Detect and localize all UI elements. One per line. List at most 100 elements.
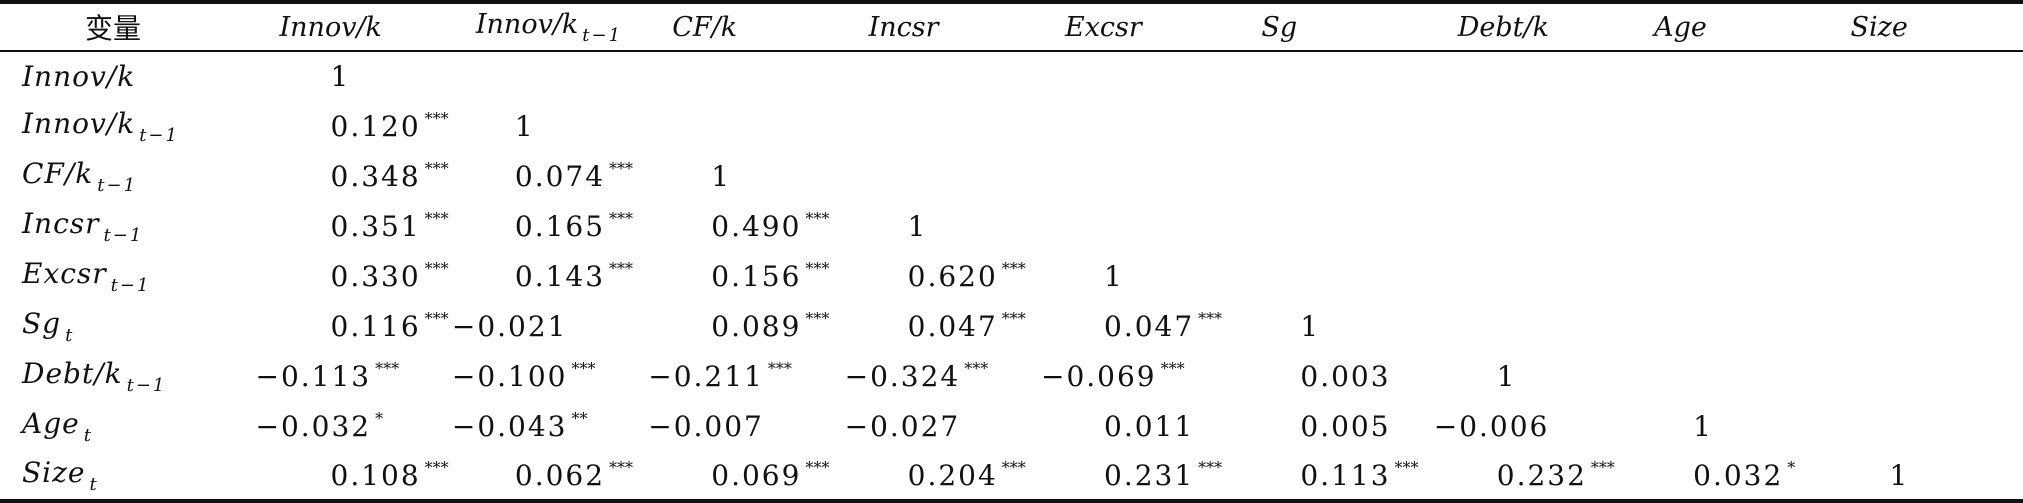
- table-cell: 1: [1041, 251, 1237, 301]
- row-label-subscript: t: [65, 325, 74, 346]
- cell-value: −0.032: [256, 410, 372, 443]
- table-cell: 0.089***: [648, 301, 844, 351]
- table-cell: 0.330***: [256, 251, 452, 301]
- significance-stars: ***: [425, 259, 449, 278]
- cell-value: 0.120: [331, 110, 421, 143]
- row-label-text: Innov/k: [22, 107, 135, 140]
- empty-cell: [1827, 301, 2023, 351]
- cell-value: 0.032: [1693, 459, 1783, 492]
- empty-cell: [1630, 251, 1826, 301]
- significance-stars: ***: [1198, 458, 1222, 477]
- cell-value: 1: [908, 210, 928, 243]
- table-cell: 1: [1237, 301, 1433, 351]
- significance-stars: ***: [1002, 458, 1026, 477]
- empty-cell: [1434, 51, 1630, 101]
- header-col-5: Excsr: [1041, 2, 1237, 51]
- cell-value: 0.116: [331, 310, 421, 343]
- empty-cell: [1827, 251, 2023, 301]
- cell-value: 0.165: [515, 210, 605, 243]
- significance-stars: ***: [609, 259, 633, 278]
- header-col-4: Incsr: [845, 2, 1041, 51]
- row-label-subscript: t−1: [127, 375, 167, 396]
- empty-cell: [1237, 201, 1433, 251]
- row-label-subscript: t−1: [97, 175, 137, 196]
- empty-cell: [1237, 51, 1433, 101]
- header-subscript: t−1: [582, 25, 622, 46]
- table-cell: 0.108***: [256, 451, 452, 501]
- significance-stars: ***: [805, 209, 829, 228]
- table-cell: 0.113***: [1237, 451, 1433, 501]
- significance-stars: ***: [1002, 259, 1026, 278]
- cell-value: 0.047: [908, 310, 998, 343]
- table-cell: 0.620***: [845, 251, 1041, 301]
- table-cell: 0.062***: [452, 451, 648, 501]
- significance-stars: *: [375, 409, 383, 428]
- cell-value: −0.021: [452, 310, 568, 343]
- table-cell: 0.116***: [256, 301, 452, 351]
- table-cell: −0.007: [648, 401, 844, 451]
- table-cell: 0.156***: [648, 251, 844, 301]
- empty-cell: [1630, 101, 1826, 151]
- table-cell: −0.043**: [452, 401, 648, 451]
- header-label: Incsr: [869, 12, 939, 43]
- table-cell: −0.027: [845, 401, 1041, 451]
- significance-stars: ***: [425, 159, 449, 178]
- header-col-1: Innov/k: [256, 2, 452, 51]
- significance-stars: **: [572, 409, 588, 428]
- empty-cell: [845, 51, 1041, 101]
- cell-value: 0.330: [331, 260, 421, 293]
- significance-stars: ***: [572, 359, 596, 378]
- cell-value: 0.348: [331, 160, 421, 193]
- significance-stars: ***: [425, 109, 449, 128]
- table-cell: 1: [452, 101, 648, 151]
- empty-cell: [845, 151, 1041, 201]
- cell-value: 0.011: [1104, 410, 1194, 443]
- row-label-subscript: t: [84, 425, 93, 446]
- empty-cell: [1827, 51, 2023, 101]
- significance-stars: ***: [425, 209, 449, 228]
- significance-stars: ***: [425, 309, 449, 328]
- significance-stars: *: [1787, 458, 1795, 477]
- significance-stars: ***: [805, 259, 829, 278]
- table-cell: −0.211***: [648, 351, 844, 401]
- row-label-text: CF/k: [22, 157, 93, 190]
- cell-value: 0.156: [711, 260, 801, 293]
- empty-cell: [1434, 151, 1630, 201]
- row-label-text: Size: [22, 456, 85, 489]
- cell-value: 0.069: [711, 459, 801, 492]
- row-label-subscript: t: [89, 474, 98, 495]
- row-label-text: Age: [22, 407, 80, 440]
- table-cell: 0.003: [1237, 351, 1433, 401]
- table-cell: 1: [648, 151, 844, 201]
- empty-cell: [648, 101, 844, 151]
- header-label: CF/k: [672, 12, 737, 43]
- cell-value: 0.047: [1104, 310, 1194, 343]
- empty-cell: [1434, 251, 1630, 301]
- table-cell: 0.047***: [1041, 301, 1237, 351]
- table-cell: 1: [845, 201, 1041, 251]
- header-label: Debt/k: [1458, 12, 1549, 43]
- table-cell: 1: [1630, 401, 1826, 451]
- table-cell: 0.232***: [1434, 451, 1630, 501]
- table-cell: 0.047***: [845, 301, 1041, 351]
- header-variable: 变量: [0, 2, 256, 51]
- cell-value: 0.005: [1300, 410, 1390, 443]
- header-col-7: Debt/k: [1434, 2, 1630, 51]
- row-label-text: Innov/k: [22, 60, 135, 93]
- header-label: Innov/k: [280, 12, 382, 43]
- cell-value: −0.113: [256, 360, 372, 393]
- table-cell: −0.069***: [1041, 351, 1237, 401]
